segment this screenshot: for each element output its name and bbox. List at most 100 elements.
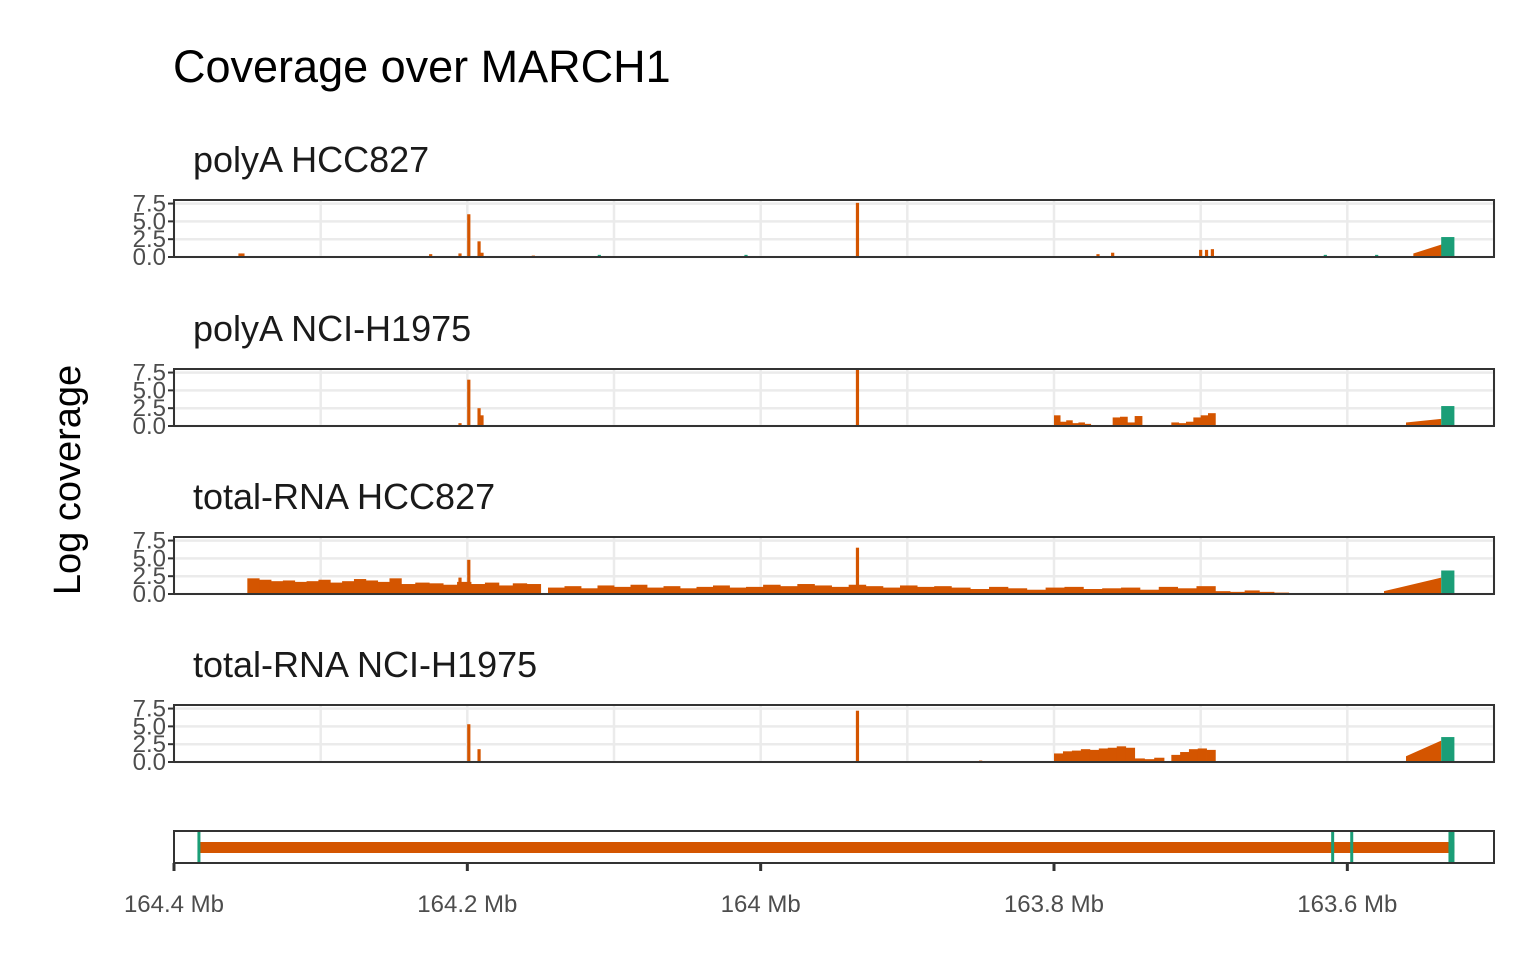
coverage-bar: [282, 580, 296, 594]
utr-mark: [1331, 832, 1335, 862]
panel-2: polyA NCI-H1975 0.02.55.07.5: [133, 308, 1496, 440]
y-tick-label: 5.0: [133, 713, 166, 740]
y-tick-label: 7.5: [133, 360, 166, 387]
coverage-bar: [814, 585, 832, 594]
panel-border: [173, 536, 1495, 595]
coverage-bar: [1188, 749, 1199, 762]
coverage-bar: [1259, 591, 1275, 594]
coverage-bar: [647, 587, 664, 594]
coverage-bar: [1054, 753, 1064, 762]
coverage-ramp: [1384, 577, 1442, 594]
x-tick-label: 164 Mb: [721, 891, 801, 918]
panel-title: polyA NCI-H1975: [193, 308, 471, 349]
coverage-bar: [443, 584, 458, 594]
coverage-bar: [342, 581, 355, 594]
coverage-bar: [365, 580, 379, 594]
coverage-peak: [855, 202, 860, 257]
coverage-bar: [1060, 421, 1067, 426]
coverage-bar: [882, 587, 901, 594]
x-tick-label: 164.4 Mb: [124, 891, 224, 918]
x-tick-label: 163.8 Mb: [1004, 891, 1104, 918]
y-tick-label: 0.0: [133, 581, 166, 608]
coverage-bar: [1116, 746, 1127, 762]
coverage-bar: [1200, 415, 1209, 426]
coverage-bar: [1007, 588, 1028, 594]
utr-coverage: [1441, 237, 1455, 257]
x-tick-label: 164.2 Mb: [417, 891, 517, 918]
coverage-ramp: [1406, 740, 1442, 762]
coverage-bar: [306, 581, 319, 594]
chart-title: Coverage over MARCH1: [173, 41, 671, 92]
coverage-bar: [471, 584, 486, 594]
coverage-peak: [1204, 249, 1209, 257]
coverage-bar: [1054, 415, 1061, 426]
coverage-bar: [614, 586, 631, 594]
coverage-bar: [1134, 416, 1143, 426]
coverage-bar: [1171, 754, 1181, 762]
coverage-bar: [663, 586, 681, 594]
y-tick-label: 2.5: [133, 563, 166, 590]
coverage-bar: [1144, 759, 1155, 762]
y-axis-label: Log coverage: [47, 365, 89, 595]
coverage-bar: [746, 586, 764, 594]
y-tick-label: 7.5: [133, 528, 166, 555]
coverage-bar: [1215, 591, 1231, 594]
coverage-bar: [1071, 750, 1082, 762]
y-tick-label: 7.5: [133, 696, 166, 723]
panel-1: polyA HCC827 0.02.55.07.5: [133, 139, 1496, 271]
gene-model-track: [173, 830, 1495, 864]
coverage-bar: [597, 585, 615, 594]
coverage-bar: [377, 581, 390, 594]
coverage-bar: [1158, 586, 1179, 594]
utr-coverage: [1441, 737, 1455, 762]
coverage-ramp: [1406, 418, 1442, 426]
coverage-bar: [1180, 752, 1190, 762]
coverage-bar: [1139, 589, 1160, 594]
exon-bar: [198, 842, 1455, 853]
coverage-bar: [1178, 423, 1187, 426]
x-axis: 164.4 Mb 164.2 Mb 164 Mb 163.8 Mb 163.6 Mb: [124, 863, 1397, 918]
coverage-bar: [271, 581, 284, 594]
coverage-peak: [477, 241, 481, 257]
coverage-bar: [1072, 423, 1079, 426]
coverage-peak: [855, 369, 860, 426]
coverage-bar: [1230, 591, 1246, 594]
coverage-bar: [1084, 423, 1092, 426]
coverage-peak: [477, 408, 481, 426]
coverage-bar: [389, 578, 402, 594]
coverage-peak: [1323, 254, 1327, 257]
panel-3: total-RNA HCC827 0.02.55.07.5: [133, 476, 1496, 608]
coverage-bar: [1078, 422, 1085, 426]
coverage-bar: [797, 584, 815, 594]
coverage-bar: [429, 583, 444, 594]
coverage-bar: [1134, 758, 1145, 762]
coverage-bar: [294, 581, 307, 594]
coverage-peak: [241, 253, 245, 257]
coverage-bar: [1125, 747, 1136, 762]
coverage-bar: [1121, 587, 1141, 594]
gene-track-border: [173, 830, 1495, 864]
y-tick-label: 5.0: [133, 545, 166, 572]
coverage-bar: [763, 584, 781, 594]
utr-coverage: [1441, 406, 1455, 426]
panel-4: total-RNA NCI-H1975 0.02.55.07.5: [133, 644, 1496, 776]
coverage-peak: [1111, 252, 1115, 257]
utr-mark: [1350, 832, 1354, 862]
coverage-bar: [564, 586, 582, 594]
coverage-peak: [238, 253, 242, 257]
coverage-peak: [1096, 254, 1100, 257]
coverage-bar: [1045, 587, 1065, 594]
coverage-bar: [581, 588, 598, 594]
coverage-peak: [429, 254, 433, 257]
coverage-bar: [1064, 586, 1084, 594]
panel-title: total-RNA HCC827: [193, 476, 495, 517]
coverage-bar: [1080, 749, 1091, 762]
utr-mark: [197, 832, 201, 862]
coverage-bar: [415, 582, 430, 594]
coverage-peak: [480, 252, 484, 257]
coverage-peak: [467, 559, 471, 594]
coverage-bar: [934, 586, 952, 594]
coverage-bar: [989, 586, 1009, 594]
coverage-peak: [467, 379, 471, 426]
